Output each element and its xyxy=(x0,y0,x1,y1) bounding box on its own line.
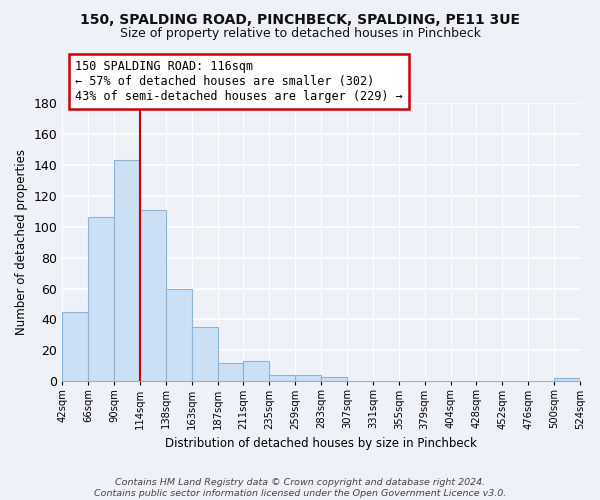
Bar xyxy=(62,312,88,382)
Bar xyxy=(114,160,140,382)
Text: 150, SPALDING ROAD, PINCHBECK, SPALDING, PE11 3UE: 150, SPALDING ROAD, PINCHBECK, SPALDING,… xyxy=(80,12,520,26)
Bar xyxy=(192,327,218,382)
Y-axis label: Number of detached properties: Number of detached properties xyxy=(15,149,28,335)
Text: Contains HM Land Registry data © Crown copyright and database right 2024.
Contai: Contains HM Land Registry data © Crown c… xyxy=(94,478,506,498)
Bar xyxy=(166,288,192,382)
Bar xyxy=(321,376,347,382)
Text: Size of property relative to detached houses in Pinchbeck: Size of property relative to detached ho… xyxy=(119,28,481,40)
Bar xyxy=(269,375,295,382)
Bar xyxy=(140,210,166,382)
Bar xyxy=(554,378,580,382)
Bar xyxy=(88,218,114,382)
Bar xyxy=(244,361,269,382)
Bar xyxy=(295,375,321,382)
X-axis label: Distribution of detached houses by size in Pinchbeck: Distribution of detached houses by size … xyxy=(165,437,477,450)
Bar xyxy=(218,363,244,382)
Text: 150 SPALDING ROAD: 116sqm
← 57% of detached houses are smaller (302)
43% of semi: 150 SPALDING ROAD: 116sqm ← 57% of detac… xyxy=(75,60,403,103)
